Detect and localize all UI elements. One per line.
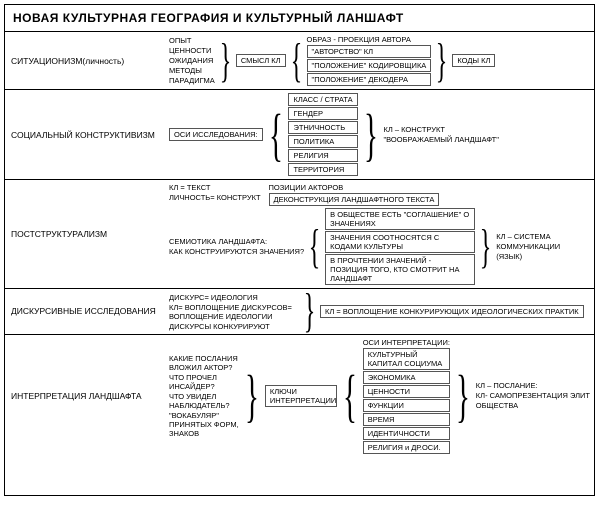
col-2: ОБРАЗ - ПРОЕКЦИЯ АВТОРА "АВТОРСТВО" КЛ "… — [307, 35, 432, 86]
row-situationism: СИТУАЦИОНИЗМ (личность) ОПЫТ ЦЕННОСТИ ОЖ… — [5, 32, 594, 90]
label-text: СИТУАЦИОНИЗМ — [11, 56, 82, 66]
item: ОПЫТ — [169, 36, 215, 45]
item-box: ДЕКОНСТРУКЦИЯ ЛАНДШАФТНОГО ТЕКСТА — [269, 193, 440, 206]
right-text: КЛ – КОНСТРУКТ "ВООБРАЖАЕМЫЙ ЛАНДШАФТ" — [384, 125, 499, 144]
line: КАК КОНСТРУИРУЮТСЯ ЗНАЧЕНИЯ? — [169, 247, 304, 256]
row-label: ПОСТСТРУКТУРАЛИЗМ — [5, 180, 165, 288]
item-box: "АВТОРСТВО" КЛ — [307, 45, 432, 58]
row-content: КЛ = ТЕКСТ ЛИЧНОСТЬ= КОНСТРУКТ ПОЗИЦИИ А… — [165, 180, 594, 288]
item: КЛ= ВОПЛОЩЕНИЕ ДИСКУРСОВ= ВОПЛОЩЕНИЕ ИДЕ… — [169, 303, 299, 321]
brace-icon: { — [290, 42, 302, 80]
row-label: ИНТЕРПРЕТАЦИЯ ЛАНДШАФТА — [5, 335, 165, 457]
header: ОСИ ИНТЕРПРЕТАЦИИ: — [363, 338, 450, 347]
brace-icon: { — [269, 112, 283, 158]
item: МЕТОДЫ — [169, 66, 215, 75]
line: ОБЩЕСТВА — [476, 401, 518, 410]
right-text: КЛ – ПОСЛАНИЕ: КЛ- САМОПРЕЗЕНТАЦИЯ ЭЛИТ … — [476, 381, 590, 410]
right-box: КЛ = ВОПЛОЩЕНИЕ КОНКУРИРУЮЩИХ ИДЕОЛОГИЧЕ… — [320, 305, 584, 318]
brace-icon: } — [456, 373, 470, 419]
col-2: ОСИ ИНТЕРПРЕТАЦИИ: КУЛЬТУРНЫЙ КАПИТАЛ СО… — [363, 338, 450, 454]
brace-icon: } — [480, 228, 492, 266]
top-line: КЛ = ТЕКСТ ЛИЧНОСТЬ= КОНСТРУКТ ПОЗИЦИИ А… — [169, 183, 590, 206]
brace-icon: } — [364, 112, 378, 158]
mid-box: СМЫСЛ КЛ — [236, 54, 286, 67]
item: ЦЕННОСТИ — [169, 46, 215, 55]
label-suffix: (личность) — [82, 56, 124, 66]
brace-icon: } — [245, 373, 259, 419]
right-text: КЛ – СИСТЕМА КОММУНИКАЦИИ (ЯЗЫК) — [496, 232, 560, 261]
item-box: ГЕНДЕР — [288, 107, 357, 120]
item: ДИСКУРСЫ КОНКУРИРУЮТ — [169, 322, 299, 331]
mid-box: КЛЮЧИ ИНТЕРПРЕТАЦИИ — [265, 385, 337, 407]
row-interpretation: ИНТЕРПРЕТАЦИЯ ЛАНДШАФТА КАКИЕ ПОСЛАНИЯ В… — [5, 335, 594, 457]
brace-icon: { — [309, 228, 321, 266]
diagram-frame: НОВАЯ КУЛЬТУРНАЯ ГЕОГРАФИЯ И КУЛЬТУРНЫЙ … — [4, 4, 595, 496]
line: ПОЗИЦИИ АКТОРОВ — [269, 183, 344, 192]
line: ЛИЧНОСТЬ= КОНСТРУКТ — [169, 193, 261, 202]
row-label: ДИСКУРСИВНЫЕ ИССЛЕДОВАНИЯ — [5, 289, 165, 333]
page-title: НОВАЯ КУЛЬТУРНАЯ ГЕОГРАФИЯ И КУЛЬТУРНЫЙ … — [5, 5, 594, 32]
line: КЛ- САМОПРЕЗЕНТАЦИЯ ЭЛИТ — [476, 391, 590, 400]
row-content: КАКИЕ ПОСЛАНИЯ ВЛОЖИЛ АКТОР? ЧТО ПРОЧЕЛ … — [165, 335, 594, 457]
item-box: ЭТНИЧНОСТЬ — [288, 121, 357, 134]
item: ОЖИДАНИЯ — [169, 56, 215, 65]
bottom-line: СЕМИОТИКА ЛАНДШАФТА: КАК КОНСТРУИРУЮТСЯ … — [169, 208, 590, 285]
item: "ВОКАБУЛЯР" ПРИНЯТЫХ ФОРМ, ЗНАКОВ — [169, 411, 239, 438]
item-box: ИДЕНТИЧНОСТИ — [363, 427, 450, 440]
row-content: ОПЫТ ЦЕННОСТИ ОЖИДАНИЯ МЕТОДЫ ПАРАДИГМА … — [165, 32, 594, 89]
col-1: ДИСКУРС= ИДЕОЛОГИЯ КЛ= ВОПЛОЩЕНИЕ ДИСКУР… — [169, 293, 299, 331]
item: ДИСКУРС= ИДЕОЛОГИЯ — [169, 293, 299, 302]
item-box: ВРЕМЯ — [363, 413, 450, 426]
line: СЕМИОТИКА ЛАНДШАФТА: — [169, 237, 267, 246]
row-discourse: ДИСКУРСИВНЫЕ ИССЛЕДОВАНИЯ ДИСКУРС= ИДЕОЛ… — [5, 289, 594, 334]
item-box: В ПРОЧТЕНИИ ЗНАЧЕНИЙ - ПОЗИЦИЯ ТОГО, КТО… — [325, 254, 475, 285]
item-box: КУЛЬТУРНЫЙ КАПИТАЛ СОЦИУМА — [363, 348, 450, 370]
brace-icon: } — [436, 42, 448, 80]
mid-box: ОСИ ИССЛЕДОВАНИЯ: — [169, 128, 263, 141]
item: ОБРАЗ - ПРОЕКЦИЯ АВТОРА — [307, 35, 432, 44]
row-poststructuralism: ПОСТСТРУКТУРАЛИЗМ КЛ = ТЕКСТ ЛИЧНОСТЬ= К… — [5, 180, 594, 289]
line: КОММУНИКАЦИИ — [496, 242, 560, 251]
line: КЛ = ТЕКСТ — [169, 183, 210, 192]
brace-icon: { — [343, 373, 357, 419]
item-box: ЦЕННОСТИ — [363, 385, 450, 398]
row-content: ДИСКУРС= ИДЕОЛОГИЯ КЛ= ВОПЛОЩЕНИЕ ДИСКУР… — [165, 289, 594, 333]
item-box: ПОЛИТИКА — [288, 135, 357, 148]
col-2: В ОБЩЕСТВЕ ЕСТЬ "СОГЛАШЕНИЕ" О ЗНАЧЕНИЯХ… — [325, 208, 475, 285]
row-label: СИТУАЦИОНИЗМ (личность) — [5, 32, 165, 89]
row-label: СОЦИАЛЬНЫЙ КОНСТРУКТИВИЗМ — [5, 90, 165, 179]
item: ПАРАДИГМА — [169, 76, 215, 85]
row-social-constructivism: СОЦИАЛЬНЫЙ КОНСТРУКТИВИЗМ ОСИ ИССЛЕДОВАН… — [5, 90, 594, 180]
line: КЛ – КОНСТРУКТ — [384, 125, 445, 134]
top-right: ПОЗИЦИИ АКТОРОВ ДЕКОНСТРУКЦИЯ ЛАНДШАФТНО… — [269, 183, 440, 206]
item-box: ЗНАЧЕНИЯ СООТНОСЯТСЯ С КОДАМИ КУЛЬТУРЫ — [325, 231, 475, 253]
line: (ЯЗЫК) — [496, 252, 522, 261]
item-box: "ПОЛОЖЕНИЕ" ДЕКОДЕРА — [307, 73, 432, 86]
item-box: В ОБЩЕСТВЕ ЕСТЬ "СОГЛАШЕНИЕ" О ЗНАЧЕНИЯХ — [325, 208, 475, 230]
line: "ВООБРАЖАЕМЫЙ ЛАНДШАФТ" — [384, 135, 499, 144]
item: ЧТО УВИДЕЛ НАБЛЮДАТЕЛЬ? — [169, 392, 239, 410]
row-content: ОСИ ИССЛЕДОВАНИЯ: { КЛАСС / СТРАТА ГЕНДЕ… — [165, 90, 594, 179]
item-box: РЕЛИГИЯ — [288, 149, 357, 162]
item: ЧТО ПРОЧЕЛ ИНСАЙДЕР? — [169, 373, 239, 391]
item-box: ФУНКЦИИ — [363, 399, 450, 412]
item-box: КЛАСС / СТРАТА — [288, 93, 357, 106]
item-box: "ПОЛОЖЕНИЕ" КОДИРОВЩИКА — [307, 59, 432, 72]
col-2: КЛАСС / СТРАТА ГЕНДЕР ЭТНИЧНОСТЬ ПОЛИТИК… — [288, 93, 357, 176]
item-box: ЭКОНОМИКА — [363, 371, 450, 384]
item-box: РЕЛИГИЯ и ДР.ОСИ. — [363, 441, 450, 454]
col-1: ОПЫТ ЦЕННОСТИ ОЖИДАНИЯ МЕТОДЫ ПАРАДИГМА — [169, 36, 215, 85]
line: КЛ – ПОСЛАНИЕ: — [476, 381, 538, 390]
item: КАКИЕ ПОСЛАНИЯ ВЛОЖИЛ АКТОР? — [169, 354, 239, 372]
item-box: ТЕРРИТОРИЯ — [288, 163, 357, 176]
rows-container: СИТУАЦИОНИЗМ (личность) ОПЫТ ЦЕННОСТИ ОЖ… — [5, 32, 594, 495]
top-left: КЛ = ТЕКСТ ЛИЧНОСТЬ= КОНСТРУКТ — [169, 183, 261, 202]
brace-icon: } — [220, 42, 232, 80]
col-1: КАКИЕ ПОСЛАНИЯ ВЛОЖИЛ АКТОР? ЧТО ПРОЧЕЛ … — [169, 354, 239, 438]
right-box: КОДЫ КЛ — [452, 54, 495, 67]
line: КЛ – СИСТЕМА — [496, 232, 550, 241]
left-text: СЕМИОТИКА ЛАНДШАФТА: КАК КОНСТРУИРУЮТСЯ … — [169, 237, 304, 256]
brace-icon: } — [304, 292, 316, 330]
